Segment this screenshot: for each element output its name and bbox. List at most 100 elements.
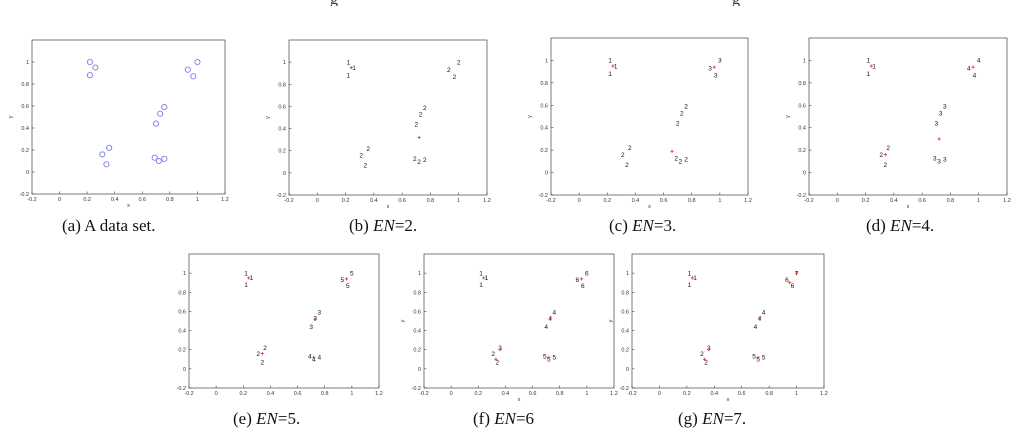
cluster-label-point: 5 bbox=[543, 354, 547, 361]
x-tick-label: 0.8 bbox=[947, 198, 955, 204]
cluster-label-point: 6 bbox=[791, 283, 795, 290]
caption-e: (e) EN=5. bbox=[233, 409, 301, 428]
plot-frame bbox=[631, 253, 825, 389]
caption-c: (c) EN=3. bbox=[609, 216, 677, 235]
x-tick-label: 0.6 bbox=[529, 391, 537, 397]
y-tick-label: 1 bbox=[418, 271, 421, 277]
x-tick-label: -0.2 bbox=[627, 391, 636, 397]
cluster-label-point: 2 bbox=[414, 121, 418, 128]
y-tick-label: 0 bbox=[803, 171, 806, 177]
x-tick-label: 1 bbox=[718, 198, 721, 204]
x-tick-label: 0.6 bbox=[660, 198, 668, 204]
y-tick-label: 0.4 bbox=[21, 126, 29, 132]
y-tick-label: 0.8 bbox=[413, 290, 421, 296]
cluster-label-point: 1 bbox=[688, 270, 692, 277]
x-tick-label: 0.4 bbox=[632, 198, 640, 204]
cluster-label-point: 2 bbox=[625, 162, 629, 169]
cluster-label-point: 1 bbox=[352, 65, 356, 72]
x-tick-label: -0.2 bbox=[546, 198, 555, 204]
data-point bbox=[161, 155, 168, 162]
cluster-label-point: 6 bbox=[581, 283, 585, 290]
y-tick-label: 0.2 bbox=[178, 348, 186, 354]
cluster-label-point: 1 bbox=[479, 282, 483, 289]
y-tick-label: 0.2 bbox=[413, 348, 421, 354]
data-point bbox=[161, 104, 168, 111]
cluster-label-point: 2 bbox=[886, 145, 890, 152]
cluster-label-point: 4 bbox=[967, 66, 971, 73]
cluster-label-point: 5 bbox=[350, 270, 354, 277]
cluster-label-point: 1 bbox=[479, 270, 483, 277]
cluster-label-point: 2 bbox=[700, 351, 704, 358]
data-point bbox=[92, 64, 99, 71]
plot-frame bbox=[550, 37, 749, 196]
cluster-label-point: 3 bbox=[937, 159, 941, 166]
cluster-label-point: 2 bbox=[364, 162, 368, 169]
y-tick-label: 0.8 bbox=[540, 81, 548, 87]
y-axis-label: y bbox=[265, 116, 271, 119]
data-point bbox=[86, 72, 93, 79]
cluster-label-point: 2 bbox=[413, 156, 417, 163]
y-axis-label: y bbox=[8, 115, 14, 118]
y-axis-label: y bbox=[527, 115, 533, 118]
y-tick-label: 0.4 bbox=[413, 329, 421, 335]
x-tick-label: 0.8 bbox=[427, 198, 435, 204]
y-tick-label: 1 bbox=[803, 58, 806, 64]
cluster-label-point: 2 bbox=[628, 145, 632, 152]
plot-d: -0.2 0 0.2 0.4 0.6 0.8 1 1.2 -0.2 0 0.2 0.4 0.6 0.8 1 x… bbox=[785, 37, 1011, 210]
cluster-center-marker bbox=[883, 153, 887, 157]
x-tick-label: 0 bbox=[215, 391, 218, 397]
x-tick-label: 1 bbox=[350, 391, 353, 397]
x-tick-label: 0.6 bbox=[738, 391, 746, 397]
x-tick-label: 1.2 bbox=[375, 391, 383, 397]
cluster-label-point: 1 bbox=[872, 63, 876, 70]
cluster-label-point: 2 bbox=[447, 67, 451, 74]
cluster-label-point: 1 bbox=[244, 282, 248, 289]
y-tick-label: -0.2 bbox=[412, 386, 421, 392]
cluster-label-point: 2 bbox=[359, 152, 363, 159]
x-tick-label: 0.8 bbox=[556, 391, 564, 397]
cluster-center-marker bbox=[670, 149, 674, 153]
cluster-label-point: 6 bbox=[576, 277, 580, 284]
cluster-label-point: 4 bbox=[544, 324, 548, 331]
cluster-label-point: 4 bbox=[317, 355, 321, 362]
caption-f: (f) EN=6 bbox=[473, 409, 535, 428]
x-tick-label: 0.6 bbox=[138, 197, 146, 203]
y-tick-label: 0.6 bbox=[21, 104, 29, 110]
x-tick-label: 0.2 bbox=[474, 391, 482, 397]
cluster-label-point: 2 bbox=[680, 110, 684, 117]
cluster-center-marker bbox=[548, 317, 552, 321]
plot-c: -0.2 0 0.2 0.4 0.6 0.8 1 1.2 -0.2 0 0.2 0.4 0.6 0.8 1 x… bbox=[527, 37, 752, 210]
x-tick-label: 1 bbox=[585, 391, 588, 397]
x-tick-label: 1 bbox=[795, 391, 798, 397]
cluster-label-point: 2 bbox=[676, 121, 680, 128]
y-tick-label: 0.6 bbox=[621, 309, 629, 315]
x-tick-label: 0.8 bbox=[688, 198, 696, 204]
y-tick-label: 0.6 bbox=[798, 103, 806, 109]
x-tick-label: 1.2 bbox=[820, 391, 828, 397]
cluster-label-point: 2 bbox=[417, 159, 421, 166]
x-tick-label: 0.6 bbox=[398, 198, 406, 204]
y-axis-label: y bbox=[785, 115, 791, 118]
cluster-center-marker bbox=[611, 64, 615, 68]
cluster-label-point: 2 bbox=[674, 155, 678, 162]
cropped-header-text: g g bbox=[330, 0, 750, 6]
x-tick-label: 0.4 bbox=[710, 391, 718, 397]
cluster-label-point: 3 bbox=[933, 155, 937, 162]
data-point bbox=[194, 58, 201, 66]
cluster-label-point: 5 bbox=[552, 355, 556, 362]
x-tick-label: 0.2 bbox=[342, 198, 350, 204]
plot-frame bbox=[31, 39, 226, 195]
x-tick-label: 0 bbox=[450, 391, 453, 397]
caption-d: (d) EN=4. bbox=[866, 216, 935, 235]
x-tick-label: -0.2 bbox=[27, 197, 36, 203]
x-tick-label: 0.8 bbox=[765, 391, 773, 397]
cluster-label-point: 3 bbox=[714, 72, 718, 79]
x-axis-label: x bbox=[518, 397, 521, 403]
y-tick-label: 0 bbox=[26, 170, 29, 176]
cluster-center-marker bbox=[756, 355, 760, 359]
x-tick-label: 1 bbox=[977, 198, 980, 204]
data-point bbox=[157, 110, 164, 117]
cluster-label-point: 5 bbox=[756, 357, 760, 364]
x-tick-label: 1 bbox=[457, 198, 460, 204]
